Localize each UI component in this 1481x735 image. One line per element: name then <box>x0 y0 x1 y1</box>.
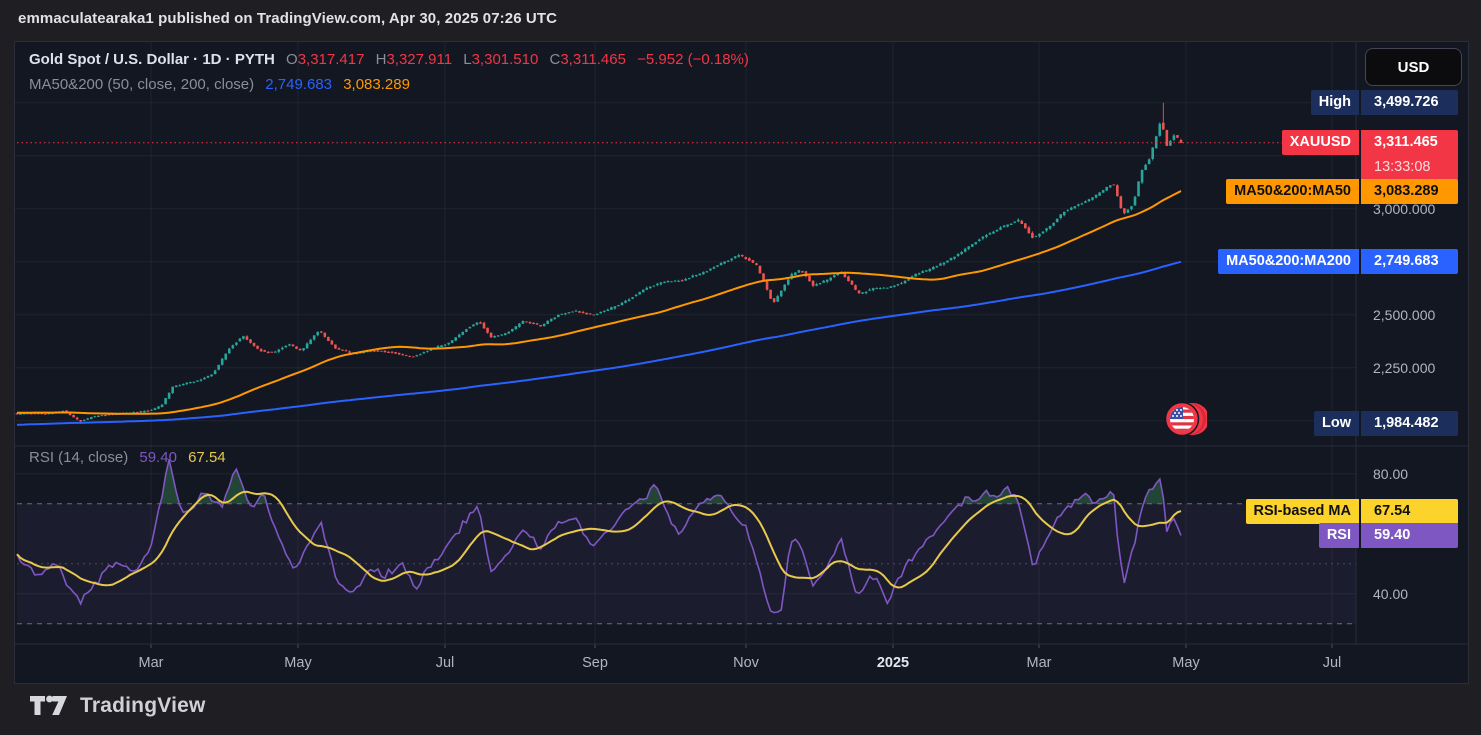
ma-legend-title[interactable]: MA50&200 (50, close, 200, close) <box>29 76 255 93</box>
time-axis-label: Nov <box>733 655 759 671</box>
ohlc-low-label: L <box>463 51 472 68</box>
ohlc-close-value: 3,311.465 <box>560 51 626 68</box>
symbol-legend[interactable]: Gold Spot / U.S. Dollar · 1D · PYTH O3,3… <box>29 51 749 68</box>
price-axis-label: 3,000.000 <box>1373 200 1436 217</box>
time-axis-label: Sep <box>582 655 608 671</box>
change-value: −5.952 (−0.18%) <box>637 51 749 68</box>
time-axis-label: Jul <box>435 655 455 671</box>
publish-byline: emmaculatearaka1 published on TradingVie… <box>18 10 558 27</box>
ohlc-open-value: 3,317.417 <box>297 51 365 68</box>
ohlc-high-label: H <box>375 51 387 68</box>
price-axis-label: 2,500.000 <box>1373 306 1436 323</box>
tradingview-wordmark: TradingView <box>80 694 206 717</box>
rsi-legend-value: 59.40 <box>139 449 177 466</box>
rsi-axis-label: 40.00 <box>1373 585 1409 602</box>
time-axis-label: May <box>1172 655 1200 671</box>
ohlc-low-value: 3,301.510 <box>471 51 539 68</box>
chart-canvas[interactable] <box>15 42 1468 683</box>
chart-panel[interactable]: Gold Spot / U.S. Dollar · 1D · PYTH O3,3… <box>14 41 1469 684</box>
time-axis-label: Jul <box>1322 655 1342 671</box>
rsi-ma-legend-value: 67.54 <box>188 449 226 466</box>
ma200-legend-value: 2,749.683 <box>265 76 333 93</box>
rsi-legend-title[interactable]: RSI (14, close) <box>29 449 129 466</box>
time-axis-label: May <box>284 655 312 671</box>
ma50-legend-value: 3,083.289 <box>343 76 410 93</box>
ohlc-open-label: O <box>286 51 298 68</box>
rsi-axis-label: 80.00 <box>1373 465 1409 482</box>
symbol-title[interactable]: Gold Spot / U.S. Dollar · 1D · PYTH <box>29 51 275 68</box>
time-axis-label: Mar <box>1026 655 1052 671</box>
footer-brand[interactable]: TradingView <box>30 694 206 718</box>
currency-button[interactable]: USD <box>1365 48 1462 86</box>
rsi-legend[interactable]: RSI (14, close) 59.40 67.54 <box>29 449 226 466</box>
time-axis-label: 2025 <box>876 655 910 671</box>
ohlc-close-label: C <box>549 51 561 68</box>
ohlc-high-value: 3,327.911 <box>386 51 453 68</box>
price-axis-label: 2,250.000 <box>1373 359 1436 376</box>
ma-legend[interactable]: MA50&200 (50, close, 200, close) 2,749.6… <box>29 76 410 93</box>
us-flag-event-icon[interactable] <box>1163 398 1207 442</box>
tradingview-logo-icon <box>30 695 67 715</box>
time-axis-label: Mar <box>138 655 164 671</box>
